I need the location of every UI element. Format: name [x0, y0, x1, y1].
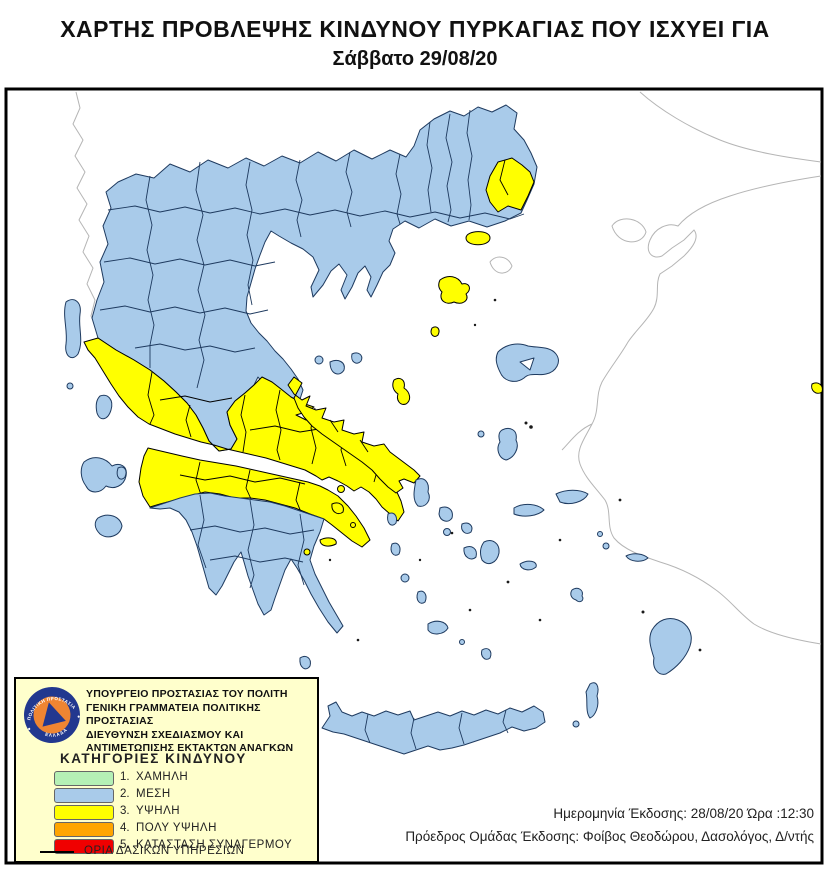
risk-num: 4. [120, 822, 130, 834]
risk-label: ΥΨΗΛΗ [136, 805, 181, 817]
risk-swatch-alert [54, 839, 114, 854]
agency-line-4: ΑΝΤΙΜΕΤΩΠΙΣΗΣ ΕΚΤΑΚΤΩΝ ΑΝΑΓΚΩΝ [86, 742, 294, 754]
region-crete [321, 701, 546, 755]
risk-label: ΧΑΜΗΛΗ [136, 771, 189, 783]
region-south-peloponnese [149, 492, 344, 634]
agency-line-1: ΥΠΟΥΡΓΕΙΟ ΠΡΟΣΤΑΣΙΑΣ ΤΟΥ ΠΟΛΙΤΗ [86, 688, 288, 700]
risk-num: 1. [120, 771, 130, 783]
issue-chair-line: Πρόεδρος Ομάδας Έκδοσης: Φοίβος Θεοδώρου… [405, 829, 814, 844]
risk-num: 5. [120, 839, 130, 851]
prefecture-borders-crete [364, 709, 509, 750]
risk-label: ΚΑΤΑΣΤΑΣΗ ΣΥΝΑΓΕΡΜΟΥ [136, 839, 293, 851]
prefecture-borders-npelo [179, 461, 306, 513]
boundary-line-sample [40, 851, 74, 853]
foreign-coastlines [72, 91, 822, 645]
region-north-mainland [91, 104, 538, 452]
issue-info: Ημερομηνία Έκδοσης: 28/08/20 Ώρα :12:30 … [405, 802, 814, 848]
risk-label: ΠΟΛΥ ΥΨΗΛΗ [136, 822, 217, 834]
legend-title: ΚΑΤΗΓΟΡΙΕΣ ΚΙΝΔΥΝΟΥ [60, 751, 247, 766]
risk-num: 3. [120, 805, 130, 817]
islands-medium-risk [64, 299, 692, 728]
region-thrace-east [485, 157, 535, 213]
islands-high-risk [303, 231, 823, 556]
prefecture-borders-north [99, 109, 525, 389]
civil-protection-logo: ΠΟΛΙΤΙΚΗ ΠΡΟΣΤΑΣΙΑ ΕΛΛΑΔΑ [22, 687, 80, 743]
prefecture-borders-spelo [189, 494, 315, 589]
agency-line-2: ΓΕΝΙΚΗ ΓΡΑΜΜΑΤΕΙΑ ΠΟΛΙΤΙΚΗΣ ΠΡΟΣΤΑΣΙΑΣ [86, 701, 261, 728]
risk-swatch-low [54, 771, 114, 786]
boundary-label: ΟΡΙΑ ΔΑΣΙΚΩΝ ΥΠΗΡΕΣΙΩΝ [84, 845, 245, 857]
agency-text: ΥΠΟΥΡΓΕΙΟ ΠΡΟΣΤΑΣΙΑΣ ΤΟΥ ΠΟΛΙΤΗ ΓΕΝΙΚΗ Γ… [86, 688, 317, 756]
page-subtitle: Σάββατο 29/08/20 [332, 48, 498, 70]
risk-num: 2. [120, 788, 130, 800]
minor-islets [328, 298, 702, 652]
issue-date-line: Ημερομηνία Έκδοσης: 28/08/20 Ώρα :12:30 [553, 806, 814, 821]
risk-swatch-medium [54, 788, 114, 803]
agency-line-3: ΔΙΕΥΘΥΝΣΗ ΣΧΕΔΙΑΣΜΟΥ ΚΑΙ [86, 728, 244, 741]
region-evia [287, 376, 421, 494]
page-title: ΧΑΡΤΗΣ ΠΡΟΒΛΕΨΗΣ ΚΙΝΔΥΝΟΥ ΠΥΡΚΑΓΙΑΣ ΠΟΥ … [60, 16, 770, 42]
risk-swatch-very-high [54, 822, 114, 837]
risk-swatch-high [54, 805, 114, 820]
risk-label: ΜΕΣΗ [136, 788, 171, 800]
legend-box: ΠΟΛΙΤΙΚΗ ΠΡΟΣΤΑΣΙΑ ΕΛΛΑΔΑ ΥΠΟΥΡΓΕΙΟ ΠΡΟΣ… [14, 677, 319, 863]
